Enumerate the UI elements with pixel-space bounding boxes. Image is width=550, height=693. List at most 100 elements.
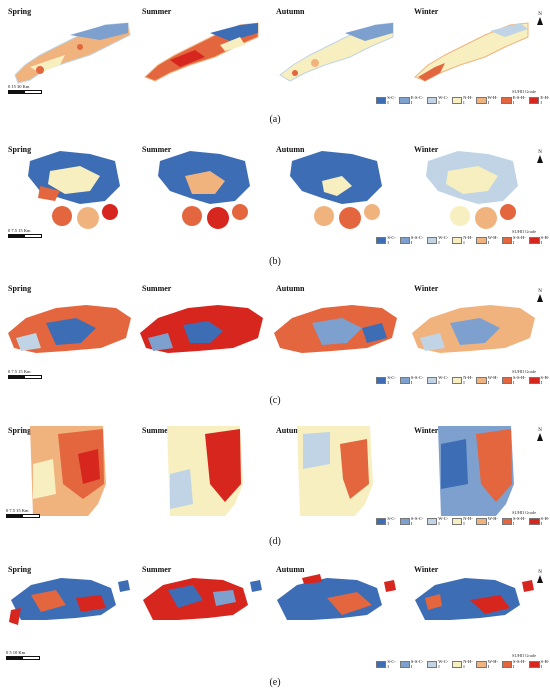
north-arrow-icon: N: [535, 428, 545, 441]
legend-item: E-S-H-I: [501, 95, 526, 105]
scale-bar: 0 7.5 15 Km: [8, 369, 42, 379]
legend-item: S-H-I: [529, 235, 550, 245]
scale-bar: 0 15 30 Km: [8, 84, 42, 94]
legend: S-C-I E-S-C-I W-C-I N-H-I W-H-I E-S-H-I …: [376, 95, 550, 105]
legend-item: N-H-I: [451, 659, 474, 669]
map-winter: [436, 424, 516, 519]
legend-title: SUHII Grade: [512, 229, 537, 234]
map-autumn: [275, 15, 400, 85]
map-autumn: [282, 146, 392, 236]
legend-item: S-C-I: [376, 95, 396, 105]
season-label-spring: Spring: [8, 426, 32, 435]
season-label-autumn: Autumn: [276, 426, 305, 435]
legend-item: S-S-C-I: [399, 235, 424, 245]
map-winter: [410, 15, 535, 85]
legend-item: S-H-I: [529, 659, 550, 669]
legend-item: W-C-I: [426, 375, 449, 385]
panel-caption: (a): [269, 114, 281, 125]
north-arrow-icon: N: [535, 12, 545, 25]
season-label-autumn: Autumn: [276, 565, 305, 574]
legend-item: S-S-C-I: [399, 659, 424, 669]
season-label-summer: Summer: [142, 7, 172, 16]
legend: S-C-I S-S-C-I W-C-I N-H-I W-H-I S-S-H-I …: [376, 516, 550, 526]
legend-item: S-S-H-I: [501, 659, 527, 669]
legend-item: S-S-C-I: [399, 516, 424, 526]
map-summer: [138, 570, 266, 640]
season-label-spring: Spring: [8, 284, 32, 293]
legend-item: S-S-H-I: [501, 516, 527, 526]
season-label-spring: Spring: [8, 145, 32, 154]
legend-item: W-H-I: [476, 375, 498, 385]
map-summer: [165, 424, 245, 519]
legend-title: SUHII Grade: [512, 510, 537, 515]
legend-item: W-H-I: [476, 235, 498, 245]
scale-bar: 0 5 10 Km: [6, 650, 40, 660]
season-label-spring: Spring: [8, 7, 32, 16]
legend-item: W-H-I: [476, 95, 498, 105]
panel-caption: (c): [269, 395, 281, 406]
legend-item: S-S-H-I: [501, 375, 527, 385]
season-label-spring: Spring: [8, 565, 32, 574]
season-label-winter: Winter: [414, 565, 439, 574]
panel-c: Spring Summer Autumn Winter N 0 7.: [0, 277, 550, 407]
map-autumn: [295, 424, 375, 519]
legend-item: E-S-C-I: [399, 95, 424, 105]
map-autumn: [272, 293, 400, 363]
map-autumn: [272, 570, 400, 640]
north-arrow-icon: N: [535, 570, 545, 583]
legend-title: SUHII Grade: [512, 653, 537, 658]
legend-item: N-H-I: [451, 375, 474, 385]
legend-item: W-C-I: [426, 516, 449, 526]
scale-bar: 0 7.5 15 Km: [8, 228, 42, 238]
legend: S-C-I S-S-C-I W-C-I N-H-I W-H-I S-S-H-I …: [376, 375, 550, 385]
legend-item: W-C-I: [426, 95, 449, 105]
map-spring: [28, 424, 108, 519]
legend-item: W-C-I: [426, 235, 449, 245]
season-label-summer: Summer: [142, 284, 172, 293]
legend-item: S-H-I: [529, 375, 550, 385]
map-winter: [410, 293, 538, 363]
legend-item: S-C-I: [376, 235, 397, 245]
legend: S-C-I S-S-C-I W-C-I N-H-I W-H-I S-S-H-I …: [376, 659, 550, 669]
legend-item: S-C-I: [376, 659, 397, 669]
map-spring: [20, 146, 130, 236]
panel-e: Spring Summer Autumn Winter N: [0, 560, 550, 693]
season-label-summer: Summer: [142, 145, 172, 154]
legend-item: W-C-I: [426, 659, 449, 669]
legend: S-C-I S-S-C-I W-C-I N-H-I W-H-I S-S-H-I …: [376, 235, 550, 245]
map-spring: [6, 570, 134, 640]
season-label-autumn: Autumn: [276, 284, 305, 293]
legend-item: N-H-I: [451, 516, 474, 526]
north-arrow-icon: N: [535, 289, 545, 302]
map-winter: [418, 146, 528, 236]
panel-caption: (e): [269, 677, 281, 688]
map-summer: [140, 15, 265, 85]
map-spring: [6, 293, 134, 363]
legend-item: S-H-I: [529, 516, 550, 526]
season-label-autumn: Autumn: [276, 145, 305, 154]
legend-item: S-S-C-I: [399, 375, 424, 385]
legend-item: E-H-I: [529, 95, 550, 105]
legend-item: W-H-I: [476, 516, 498, 526]
legend-item: S-S-H-I: [501, 235, 527, 245]
map-summer: [150, 146, 260, 236]
panel-d: Spring Summer Autumn Winter N: [0, 416, 550, 556]
legend-item: W-H-I: [476, 659, 498, 669]
legend-title: SUHII Grade: [512, 89, 537, 94]
legend-item: S-C-I: [376, 375, 397, 385]
panel-caption: (b): [269, 256, 281, 267]
legend-item: S-C-I: [376, 516, 397, 526]
scale-bar: 0 7.5 15 Km: [6, 508, 40, 518]
map-spring: [10, 15, 135, 85]
north-arrow-icon: N: [535, 150, 545, 163]
legend-item: N-H-I: [451, 235, 474, 245]
season-label-winter: Winter: [414, 145, 439, 154]
season-label-winter: Winter: [414, 284, 439, 293]
season-label-summer: Summer: [142, 565, 172, 574]
season-label-winter: Winter: [414, 426, 439, 435]
map-summer: [138, 293, 266, 363]
season-label-autumn: Autumn: [276, 7, 305, 16]
panel-a: Spring Summer Autumn Winter N: [0, 0, 550, 130]
legend-title: SUHII Grade: [512, 369, 537, 374]
season-label-winter: Winter: [414, 7, 439, 16]
